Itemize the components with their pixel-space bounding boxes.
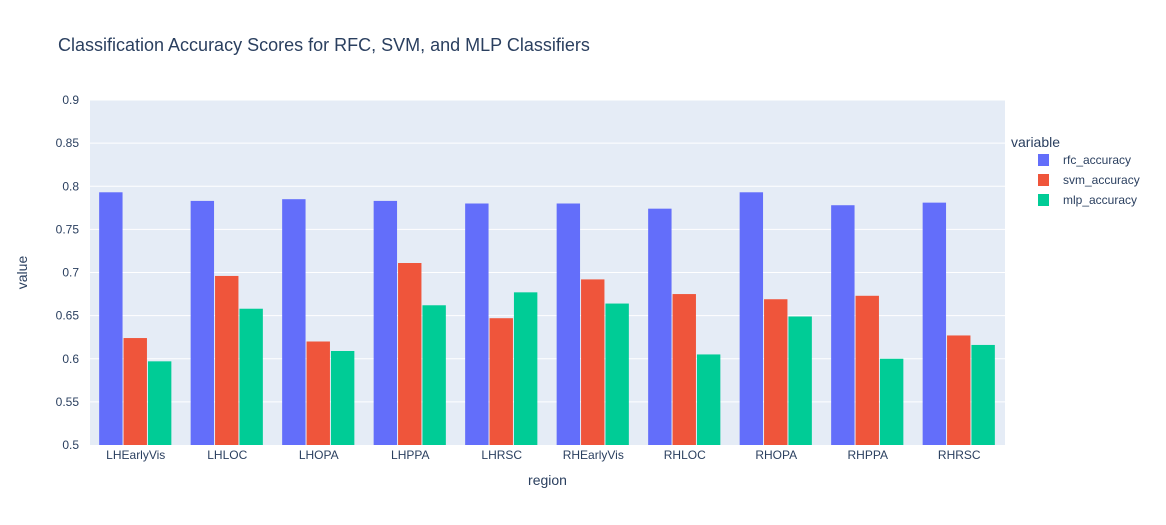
x-axis-title: region: [528, 472, 567, 488]
bar-svm_accuracy: [855, 295, 879, 445]
x-tick-label: RHRSC: [938, 448, 981, 462]
bar-svm_accuracy: [123, 338, 147, 445]
legend-title: variable: [1011, 134, 1060, 150]
bars: [99, 192, 995, 445]
y-tick-label: 0.65: [56, 309, 80, 323]
legend-label: svm_accuracy: [1063, 173, 1140, 187]
y-axis-ticks: 0.5 0.55 0.6 0.65 0.7 0.75 0.8 0.85 0.9: [56, 93, 80, 452]
bar-mlp_accuracy: [147, 361, 172, 445]
bar-svm_accuracy: [947, 335, 971, 445]
x-tick-label: LHPPA: [391, 448, 429, 462]
bar-mlp_accuracy: [696, 354, 721, 445]
bar-mlp_accuracy: [605, 303, 629, 445]
x-tick-label: RHLOC: [664, 448, 706, 462]
legend-label: rfc_accuracy: [1063, 153, 1131, 167]
bar-rfc_accuracy: [373, 200, 398, 445]
bar-rfc_accuracy: [282, 199, 306, 445]
bar-mlp_accuracy: [422, 305, 446, 445]
bar-mlp_accuracy: [788, 316, 812, 445]
bar-mlp_accuracy: [879, 358, 904, 445]
x-tick-label: LHRSC: [481, 448, 522, 462]
x-tick-label: LHLOC: [207, 448, 247, 462]
legend-item[interactable]: rfc_accuracy: [1038, 153, 1131, 167]
bar-svm_accuracy: [215, 275, 239, 445]
x-tick-label: LHOPA: [299, 448, 339, 462]
bar-rfc_accuracy: [190, 200, 215, 445]
y-tick-label: 0.5: [62, 438, 79, 452]
bar-svm_accuracy: [581, 279, 605, 445]
y-axis-title: value: [14, 256, 30, 290]
legend-item[interactable]: svm_accuracy: [1038, 173, 1140, 187]
bar-svm_accuracy: [489, 318, 513, 445]
bar-svm_accuracy: [398, 263, 422, 445]
y-tick-label: 0.7: [62, 266, 79, 280]
bar-mlp_accuracy: [971, 344, 995, 445]
y-tick-label: 0.9: [62, 93, 79, 107]
bar-svm_accuracy: [764, 299, 788, 445]
bar-rfc_accuracy: [465, 203, 489, 445]
legend-item[interactable]: mlp_accuracy: [1038, 193, 1137, 207]
y-tick-label: 0.75: [56, 222, 80, 236]
bar-rfc_accuracy: [922, 202, 947, 445]
legend: variable rfc_accuracy svm_accuracy mlp_acc…: [1011, 134, 1140, 207]
bar-rfc_accuracy: [99, 192, 123, 445]
y-tick-label: 0.85: [56, 136, 80, 150]
y-tick-label: 0.55: [56, 395, 80, 409]
chart-title: Classification Accuracy Scores for RFC, …: [58, 35, 590, 55]
legend-swatch: [1038, 154, 1049, 166]
bar-rfc_accuracy: [739, 192, 764, 445]
x-tick-label: RHPPA: [848, 448, 888, 462]
bar-rfc_accuracy: [831, 205, 855, 445]
bar-mlp_accuracy: [330, 350, 355, 445]
x-tick-label: RHOPA: [755, 448, 797, 462]
legend-label: mlp_accuracy: [1063, 193, 1137, 207]
bar-svm_accuracy: [306, 341, 330, 445]
bar-svm_accuracy: [672, 294, 696, 445]
bar-rfc_accuracy: [556, 203, 581, 445]
x-tick-label: LHEarlyVis: [106, 448, 165, 462]
y-tick-label: 0.8: [62, 179, 79, 193]
bar-mlp_accuracy: [239, 308, 263, 445]
y-tick-label: 0.6: [62, 352, 79, 366]
legend-swatch: [1038, 194, 1049, 206]
legend-swatch: [1038, 174, 1049, 186]
bar-mlp_accuracy: [513, 292, 538, 445]
bar-rfc_accuracy: [648, 208, 672, 445]
x-tick-label: RHEarlyVis: [563, 448, 624, 462]
x-axis-ticks: LHEarlyVis LHLOC LHOPA LHPPA LHRSC RHEarlyVis…: [106, 448, 981, 462]
